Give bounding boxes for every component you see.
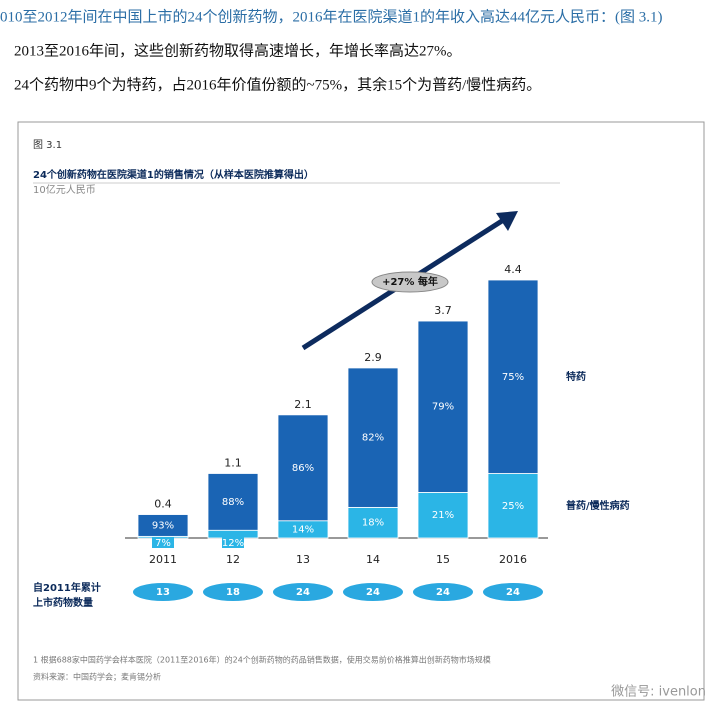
value-label: 93%: [152, 520, 174, 531]
bar-segment: [277, 414, 329, 522]
label-bg: [222, 537, 244, 548]
count-pill: [203, 583, 263, 601]
count-label: 24: [296, 587, 310, 598]
value-label: 21%: [432, 510, 454, 521]
annotation-pill: [371, 271, 449, 293]
counts-label: 自2011年累计: [33, 581, 101, 594]
total-label: 2.9: [364, 351, 382, 364]
count-pill: [343, 583, 403, 601]
legend-label: 特药: [566, 370, 586, 383]
bar-segment: [417, 492, 469, 539]
bar-segment: [487, 473, 539, 539]
bar-segment: [417, 320, 469, 493]
value-label: 82%: [362, 433, 384, 444]
total-label: 4.4: [504, 263, 522, 276]
x-tick-label: 2016: [499, 553, 527, 566]
arrow-head: [496, 211, 518, 231]
value-label: 75%: [502, 372, 524, 383]
count-label: 18: [226, 587, 240, 598]
count-pill: [273, 583, 333, 601]
legend-label: 普药/慢性病药: [566, 499, 630, 512]
bar-segment: [137, 514, 189, 537]
figure-frame: [17, 121, 705, 701]
count-label: 13: [156, 587, 170, 598]
value-label: 86%: [292, 463, 314, 474]
count-pill: [133, 583, 193, 601]
value-label: 18%: [362, 518, 384, 529]
bar-segment: [207, 473, 259, 531]
total-label: 2.1: [294, 398, 312, 411]
count-pill: [483, 583, 543, 601]
figure-label: 图 3.1: [33, 139, 62, 151]
x-tick-label: 12: [226, 553, 240, 566]
chart-title: 24个创新药物在医院渠道1的销售情况（从样本医院推算得出）: [33, 168, 314, 181]
bar-segment: [207, 529, 259, 539]
count-label: 24: [366, 587, 380, 598]
x-tick-label: 2011: [149, 553, 177, 566]
header-line: 2013至2016年间，这些创新药物取得高速增长，年增长率高达27%。: [14, 42, 462, 59]
count-label: 24: [436, 587, 450, 598]
value-label: 7%: [155, 538, 171, 549]
chart-subtitle: 10亿元人民币: [33, 183, 96, 196]
x-tick-label: 13: [296, 553, 310, 566]
total-label: 3.7: [434, 304, 452, 317]
bar-segment: [347, 367, 399, 508]
source: 资料来源：中国药学会；麦肯锡分析: [33, 672, 161, 682]
annotation: +27% 每年: [382, 275, 438, 288]
counts-label: 上市药物数量: [33, 596, 93, 609]
x-tick-label: 15: [436, 553, 450, 566]
value-label: 25%: [502, 501, 524, 512]
value-label: 79%: [432, 402, 454, 413]
count-pill: [413, 583, 473, 601]
header-line: 24个药物中9个为特药，占2016年价值份额的~75%，其余15个为普药/慢性病…: [14, 75, 541, 93]
value-label: 14%: [292, 524, 314, 535]
value-label: 88%: [222, 497, 244, 508]
total-label: 1.1: [224, 457, 242, 470]
footnote: 1 根据688家中国药学会样本医院（2011至2016年）的24个创新药物的药品…: [33, 655, 491, 665]
bar-segment: [347, 506, 399, 539]
header-line: 010至2012年间在中国上市的24个创新药物，2016年在医院渠道1的年收入高…: [0, 7, 663, 25]
value-label: 12%: [222, 538, 244, 549]
x-tick-label: 14: [366, 553, 380, 566]
label-bg: [152, 537, 174, 548]
total-label: 0.4: [154, 498, 172, 511]
bar-segment: [487, 279, 539, 474]
watermark: 微信号: ivenlon: [611, 685, 706, 700]
count-label: 24: [506, 587, 520, 598]
